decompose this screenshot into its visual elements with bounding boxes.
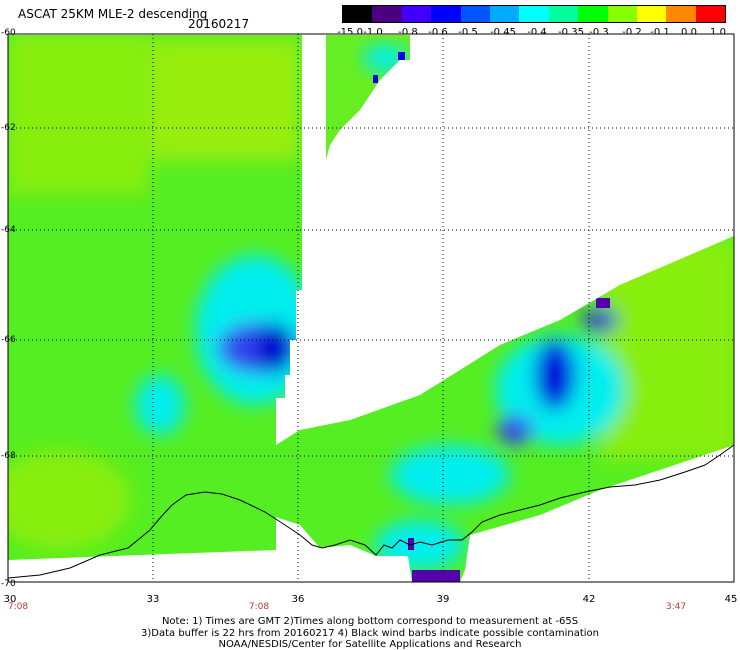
time-label: 7:08	[7, 602, 29, 612]
coastline	[7, 444, 735, 579]
latitude-label: -68	[1, 451, 16, 461]
graticule	[8, 34, 734, 582]
note-line-2: 3)Data buffer is 22 hrs from 20160217 4)…	[141, 628, 599, 639]
scale-label: -0.45	[490, 27, 516, 38]
color-scale-segment	[489, 6, 520, 22]
note-line-3: NOAA/NESDIS/Center for Satellite Applica…	[218, 639, 522, 650]
color-scale-segment	[695, 6, 726, 22]
note-line-1: Note: 1) Times are GMT 2)Times along bot…	[161, 616, 579, 627]
scale-label: 0.0	[681, 27, 697, 38]
longitude-label: 36	[291, 594, 305, 605]
color-scale-segment	[636, 6, 667, 22]
scale-label: -0.8	[398, 27, 418, 38]
color-scale-segment	[460, 6, 490, 22]
latitude-label: -62	[1, 123, 16, 133]
latitude-label: -64	[1, 225, 16, 235]
scale-label: 1.0	[710, 27, 726, 38]
scale-label: -0.35	[558, 27, 584, 38]
chart-title: ASCAT 25KM MLE-2 descending	[18, 7, 208, 21]
color-scale-segment	[401, 6, 432, 22]
color-scale-segment	[607, 6, 637, 22]
scale-label: -0.3	[589, 27, 609, 38]
longitude-label: 39	[436, 594, 450, 605]
color-scale-segment	[666, 6, 696, 22]
data-swath-west	[8, 35, 302, 560]
longitude-label: 30	[3, 594, 17, 605]
latitude-label: -70	[1, 579, 16, 589]
color-scale-segment	[431, 6, 461, 22]
scale-label: -15.0	[337, 27, 363, 38]
scale-label: -1.0	[363, 27, 383, 38]
scale-label: -0.4	[527, 27, 547, 38]
color-scale-bar	[342, 5, 726, 23]
color-scale-segment	[578, 6, 608, 22]
scale-label: -0.2	[622, 27, 642, 38]
latitude-label: -66	[1, 335, 16, 345]
color-scale-segment	[548, 6, 579, 22]
time-label: 3:47	[665, 602, 687, 612]
latitude-label: -60	[1, 28, 16, 38]
chart-date: 20160217	[188, 17, 250, 31]
longitude-label: 42	[582, 594, 596, 605]
longitude-label: 33	[146, 594, 160, 605]
map-frame	[7, 33, 735, 583]
color-scale-segment	[372, 6, 402, 22]
scale-label: -0.1	[650, 27, 670, 38]
scale-label: -0.6	[428, 27, 448, 38]
longitude-label: 45	[724, 594, 738, 605]
color-scale-segment	[519, 6, 549, 22]
time-label: 7:08	[248, 602, 270, 612]
color-scale-segment	[343, 6, 373, 22]
scale-label: -0.5	[458, 27, 478, 38]
